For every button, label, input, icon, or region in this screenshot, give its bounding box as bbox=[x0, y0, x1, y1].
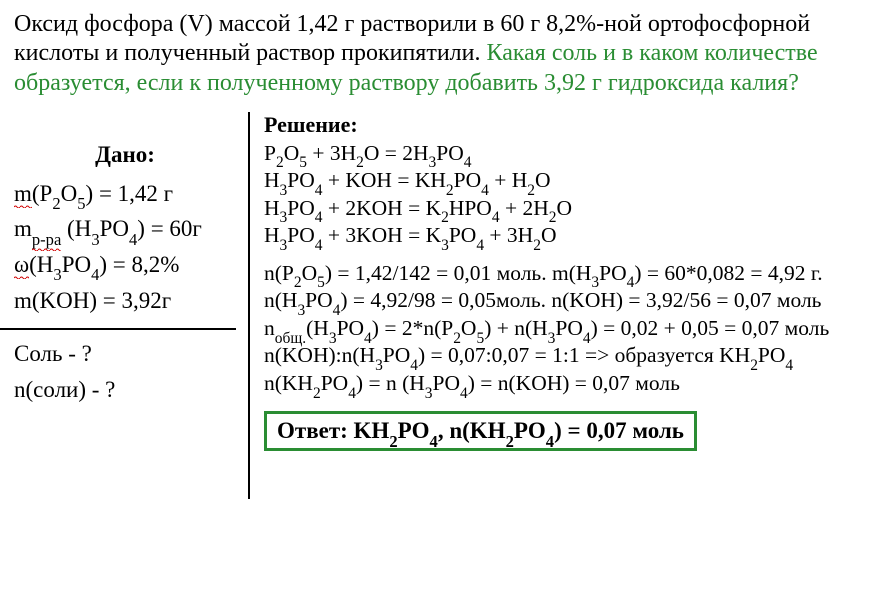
text: PO bbox=[62, 252, 91, 277]
given-line-2: mр-ра (H3PO4) = 60г bbox=[14, 211, 236, 247]
calc-2: n(H3PO4) = 4,92/98 = 0,05моль. n(KOH) = … bbox=[264, 287, 879, 315]
given-line-4: m(KOH) = 3,92г bbox=[14, 283, 236, 319]
text: PO bbox=[100, 216, 129, 241]
horizontal-divider bbox=[0, 328, 236, 330]
text: р-ра bbox=[32, 230, 61, 251]
calc-1: n(P2O5) = 1,42/142 = 0,01 моль. m(H3PO4)… bbox=[264, 260, 879, 288]
text: m bbox=[14, 181, 32, 208]
calc-4: n(KOH):n(H3PO4) = 0,07:0,07 = 1:1 => обр… bbox=[264, 342, 879, 370]
ask-line-2: n(соли) - ? bbox=[14, 372, 236, 408]
text: (H bbox=[29, 252, 53, 277]
vertical-divider bbox=[248, 112, 250, 500]
text: ) = 60г bbox=[137, 216, 202, 241]
equation-2: H3PO4 + KOH = KH2PO4 + H2O bbox=[264, 167, 879, 195]
text: (H bbox=[61, 216, 91, 241]
text: m bbox=[14, 216, 32, 241]
text: ) = 8,2% bbox=[99, 252, 179, 277]
given-block: Дано: m(P2O5) = 1,42 г mр-ра (H3PO4) = 6… bbox=[14, 112, 250, 452]
equation-3: H3PO4 + 2KOH = K2HPO4 + 2H2O bbox=[264, 195, 879, 223]
given-title: Дано: bbox=[14, 142, 236, 168]
given-line-1: m(P2O5) = 1,42 г bbox=[14, 176, 236, 212]
answer-box: Ответ: KH2PO4, n(KH2PO4) = 0,07 моль bbox=[264, 411, 697, 451]
text: O bbox=[61, 181, 78, 206]
equation-4: H3PO4 + 3KOH = K3PO4 + 3H2O bbox=[264, 222, 879, 250]
text: ) = 1,42 г bbox=[86, 181, 174, 206]
calc-5: n(KH2PO4) = n (H3PO4) = n(KOH) = 0,07 мо… bbox=[264, 370, 879, 398]
text: (P bbox=[32, 181, 52, 206]
solution-block: Решение: P2O5 + 3H2O = 2H3PO4 H3PO4 + KO… bbox=[250, 112, 879, 452]
solution-title: Решение: bbox=[264, 112, 879, 138]
ask-line-1: Соль - ? bbox=[14, 336, 236, 372]
text: ω bbox=[14, 252, 29, 279]
work-area: Дано: m(P2O5) = 1,42 г mр-ра (H3PO4) = 6… bbox=[14, 112, 879, 452]
calc-3: nобщ.(H3PO4) = 2*n(P2O5) + n(H3PO4) = 0,… bbox=[264, 315, 879, 343]
equation-1: P2O5 + 3H2O = 2H3PO4 bbox=[264, 140, 879, 168]
problem-statement: Оксид фосфора (V) массой 1,42 г раствори… bbox=[14, 10, 879, 98]
worksheet: Оксид фосфора (V) массой 1,42 г раствори… bbox=[0, 0, 893, 463]
given-line-3: ω(H3PO4) = 8,2% bbox=[14, 247, 236, 283]
